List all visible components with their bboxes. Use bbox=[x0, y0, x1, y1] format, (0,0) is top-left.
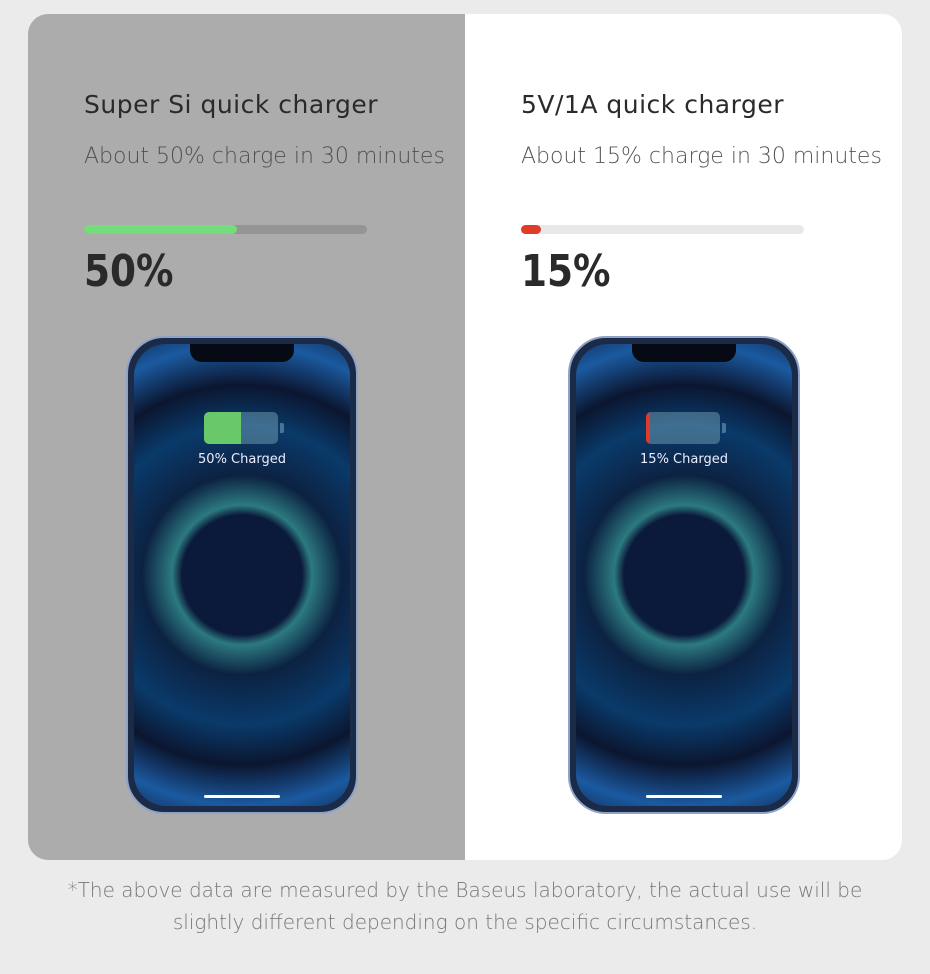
battery-label: 15% Charged bbox=[640, 452, 728, 467]
panel-title: Super Si quick charger bbox=[84, 90, 379, 119]
charge-percent: 50% bbox=[84, 246, 174, 297]
battery-tip bbox=[280, 423, 284, 433]
charge-percent: 15% bbox=[521, 246, 611, 297]
battery-fill bbox=[646, 412, 650, 444]
charge-progress-fill bbox=[521, 225, 541, 234]
battery-tip bbox=[722, 423, 726, 433]
standard-charger-panel: 5V/1A quick charger About 15% charge in … bbox=[465, 14, 902, 860]
phone-screen: 50% Charged bbox=[134, 344, 350, 806]
phone-screen: 15% Charged bbox=[576, 344, 792, 806]
battery-icon bbox=[646, 412, 720, 444]
panel-title: 5V/1A quick charger bbox=[521, 90, 784, 119]
phone-notch bbox=[632, 344, 736, 362]
footnote-line: *The above data are measured by the Base… bbox=[67, 878, 863, 902]
panel-subtitle: About 50% charge in 30 minutes bbox=[84, 144, 445, 169]
home-indicator bbox=[646, 795, 722, 798]
charge-progress-bar bbox=[521, 225, 804, 234]
battery-fill bbox=[204, 412, 241, 444]
footnote-line: slightly different depending on the spec… bbox=[172, 910, 758, 934]
footnote: *The above data are measured by the Base… bbox=[0, 874, 930, 938]
battery-label: 50% Charged bbox=[198, 452, 286, 467]
home-indicator bbox=[204, 795, 280, 798]
phone-image: 50% Charged bbox=[126, 336, 358, 814]
phone-notch bbox=[190, 344, 294, 362]
charge-progress-bar bbox=[84, 225, 367, 234]
charge-progress-fill bbox=[84, 225, 237, 234]
phone-image: 15% Charged bbox=[568, 336, 800, 814]
comparison-card: Super Si quick charger About 50% charge … bbox=[28, 14, 902, 860]
super-si-panel: Super Si quick charger About 50% charge … bbox=[28, 14, 465, 860]
battery-icon bbox=[204, 412, 278, 444]
panel-subtitle: About 15% charge in 30 minutes bbox=[521, 144, 882, 169]
